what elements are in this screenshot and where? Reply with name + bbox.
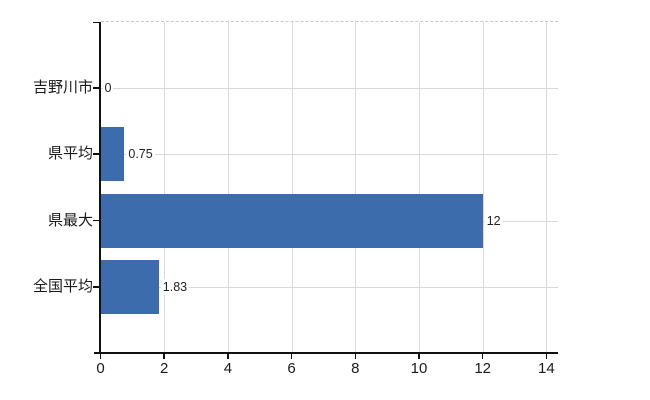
- x-axis-tick: [163, 353, 165, 359]
- x-axis-tick: [481, 353, 484, 359]
- x-tick-label: 10: [410, 360, 428, 377]
- y-axis-end-tick: [93, 21, 100, 24]
- y-axis-tick: [93, 219, 99, 222]
- value-label: 1.83: [160, 279, 190, 295]
- x-axis-tick: [290, 353, 293, 359]
- x-axis-line: [93, 352, 558, 354]
- gridline-vertical: [227, 22, 229, 353]
- bar: [100, 127, 125, 182]
- value-label: 12: [484, 212, 503, 229]
- x-tick-label: 2: [160, 360, 169, 377]
- category-label: 県平均: [47, 145, 93, 163]
- x-tick-label: 4: [223, 360, 233, 377]
- x-axis-tick: [227, 353, 229, 359]
- value-label: 0: [102, 80, 114, 96]
- y-axis-tick: [93, 153, 99, 155]
- x-axis-tick: [418, 353, 420, 359]
- x-tick-label: 6: [287, 360, 296, 377]
- bar: [100, 193, 483, 248]
- x-axis-tick: [99, 353, 102, 359]
- plot-top-border: [100, 21, 558, 22]
- x-tick-label: 12: [474, 360, 492, 377]
- value-label: 0.75: [126, 146, 155, 163]
- x-tick-label: 14: [538, 360, 555, 377]
- gridline-horizontal: [101, 88, 558, 89]
- x-axis-tick: [545, 353, 548, 359]
- gridline-vertical: [164, 22, 166, 353]
- gridline-vertical: [482, 22, 484, 353]
- gridline-horizontal: [101, 287, 558, 288]
- gridline-vertical: [355, 22, 357, 353]
- gridline-vertical: [546, 22, 548, 353]
- category-label: 全国平均: [32, 278, 93, 295]
- bar: [100, 260, 159, 314]
- x-tick-label: 8: [351, 360, 360, 377]
- y-axis-tick: [93, 87, 99, 89]
- gridline-horizontal: [101, 154, 558, 156]
- gridline-vertical: [419, 22, 420, 353]
- category-label: 県最大: [47, 211, 93, 229]
- x-axis-tick: [354, 353, 357, 359]
- x-tick-label: 0: [96, 360, 105, 377]
- category-label: 吉野川市: [32, 79, 93, 96]
- y-axis-tick: [93, 286, 99, 288]
- gridline-vertical: [291, 22, 293, 353]
- y-axis-line: [99, 22, 101, 353]
